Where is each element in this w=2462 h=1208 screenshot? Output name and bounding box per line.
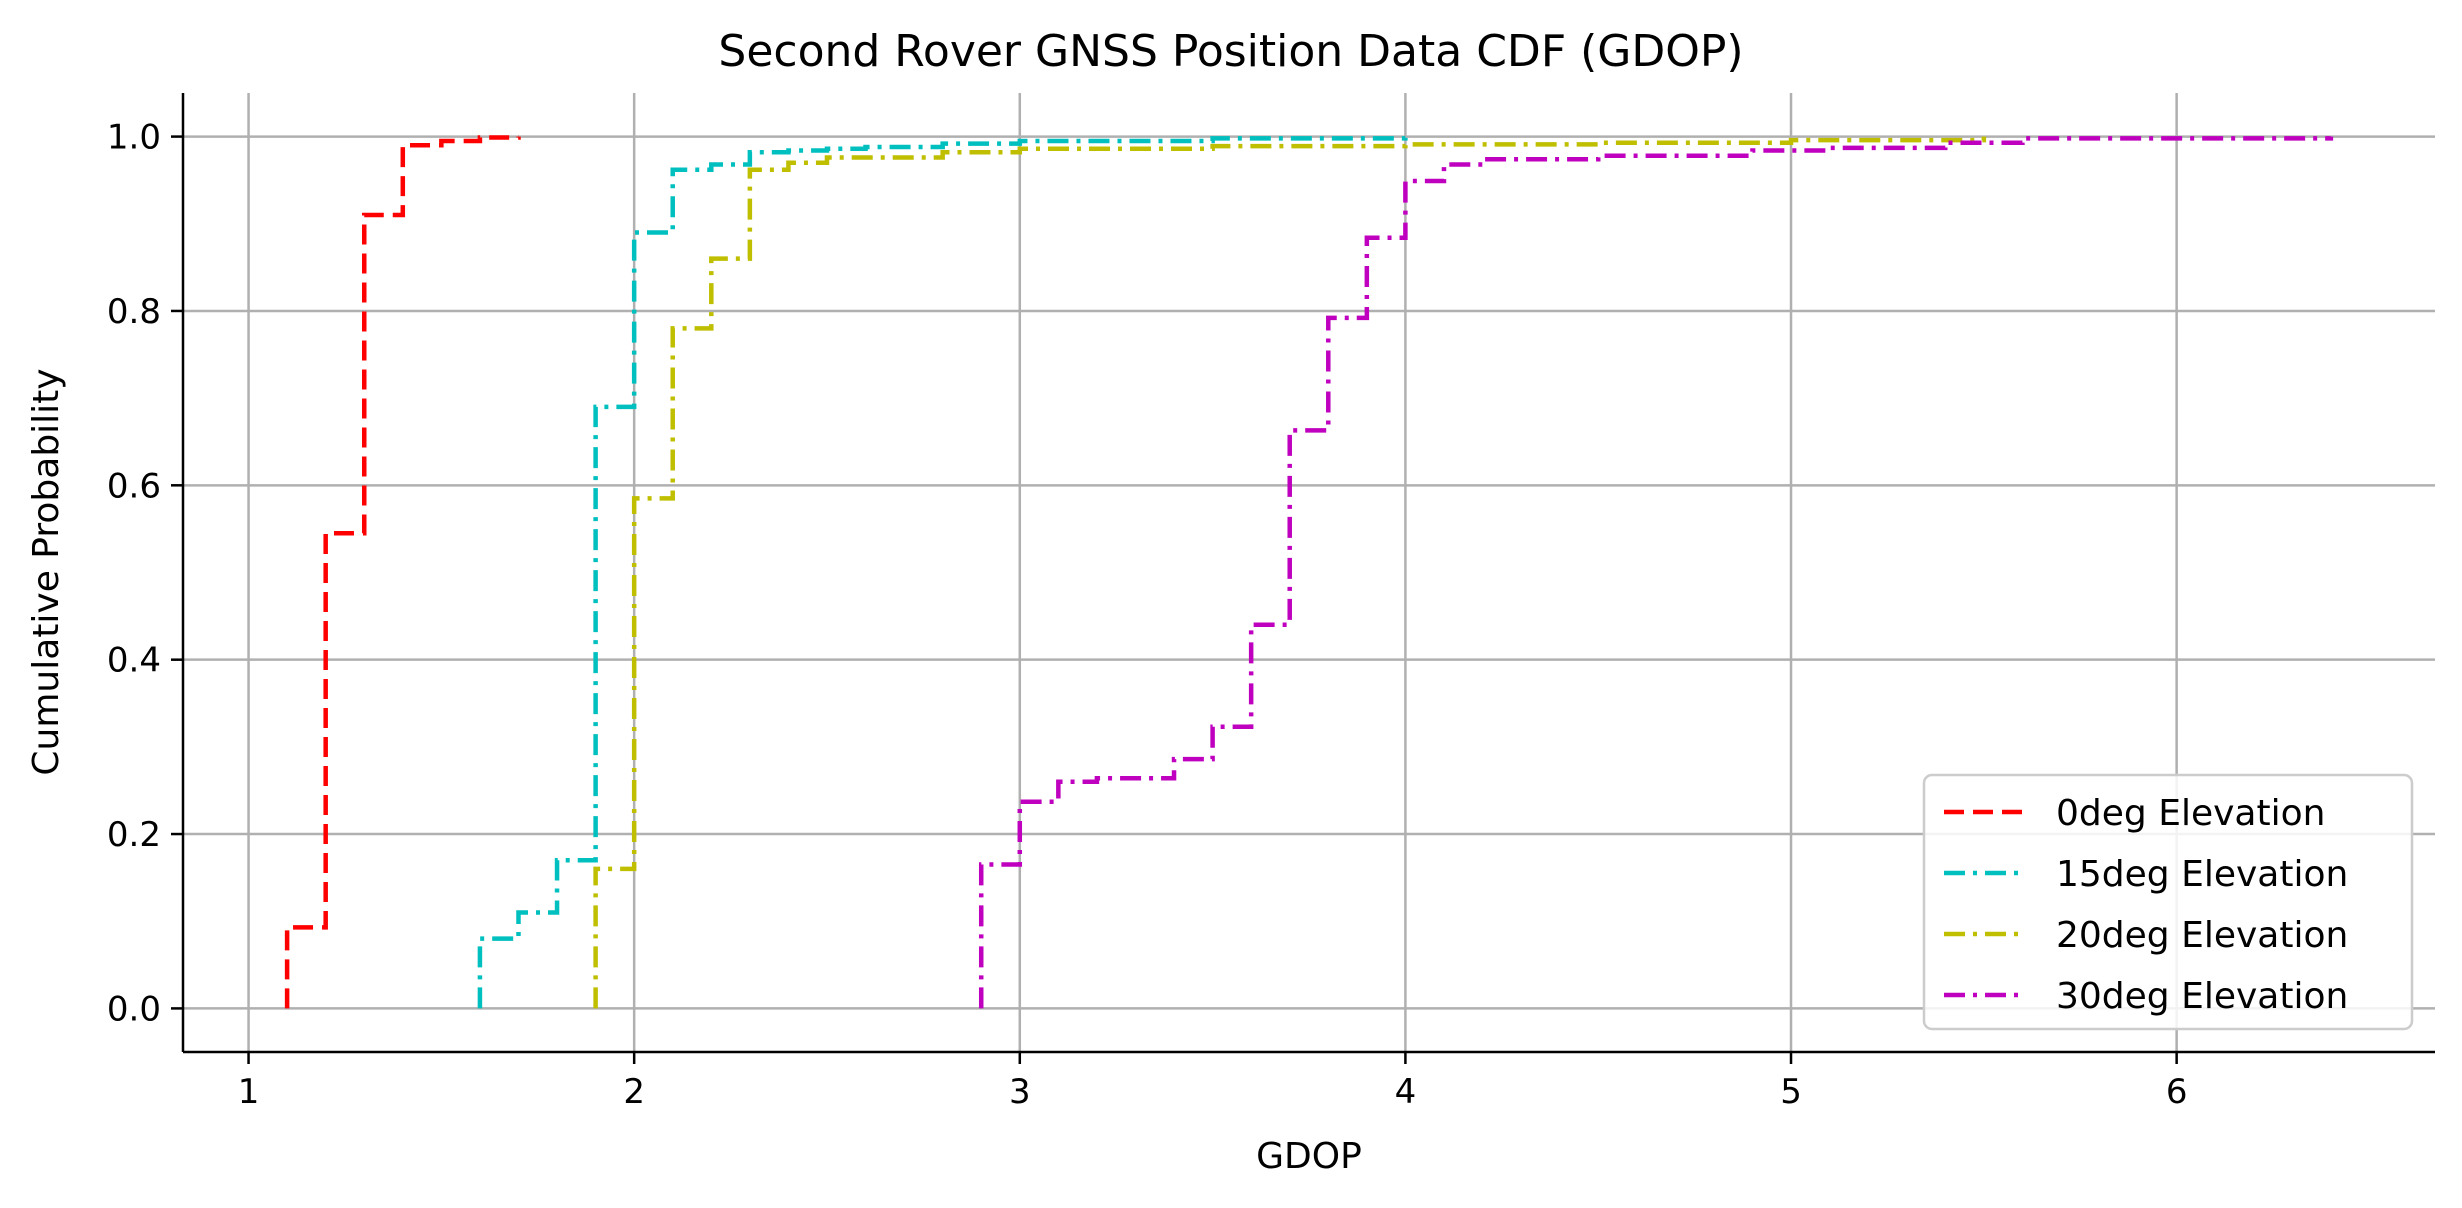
- axes: [181, 93, 2435, 1054]
- y-tick-label: 1.0: [107, 118, 161, 158]
- series-line-2: [593, 136, 1987, 1009]
- y-axis-label: Cumulative Probability: [26, 368, 67, 775]
- chart-title: Second Rover GNSS Position Data CDF (GDO…: [718, 26, 1743, 77]
- x-tick-label: 2: [623, 1072, 645, 1112]
- series-line-1: [477, 136, 1408, 1009]
- y-tick-label: 0.6: [107, 466, 161, 506]
- grid-lines: [183, 93, 2435, 1052]
- series-lines: [284, 135, 2334, 1009]
- legend-box: [1922, 773, 2414, 1031]
- y-tick-label: 0.2: [107, 815, 161, 855]
- y-tick-label: 0.0: [107, 989, 161, 1029]
- series-line-0: [284, 135, 521, 1009]
- legend-label-2: 20deg Elevation: [2056, 915, 2348, 956]
- series-line-3: [978, 136, 2334, 1009]
- legend-label-1: 15deg Elevation: [2056, 854, 2348, 895]
- y-tick-label: 0.4: [107, 641, 161, 681]
- x-tick-label: 5: [1780, 1072, 1802, 1112]
- x-tick-label: 1: [238, 1072, 260, 1112]
- legend-label-0: 0deg Elevation: [2056, 793, 2325, 834]
- legend: 0deg Elevation 15deg Elevation 20deg Eleva…: [1922, 773, 2414, 1031]
- legend-label-3: 30deg Elevation: [2056, 976, 2348, 1017]
- x-axis-label: GDOP: [1256, 1136, 1362, 1177]
- tick-labels: 1 2 3 4 5 6 0.0 0.2 0.4 0.6 0.8 1.0: [107, 118, 2188, 1112]
- y-tick-label: 0.8: [107, 292, 161, 332]
- x-tick-label: 6: [2166, 1072, 2188, 1112]
- x-tick-label: 3: [1009, 1072, 1031, 1112]
- x-tick-label: 4: [1395, 1072, 1417, 1112]
